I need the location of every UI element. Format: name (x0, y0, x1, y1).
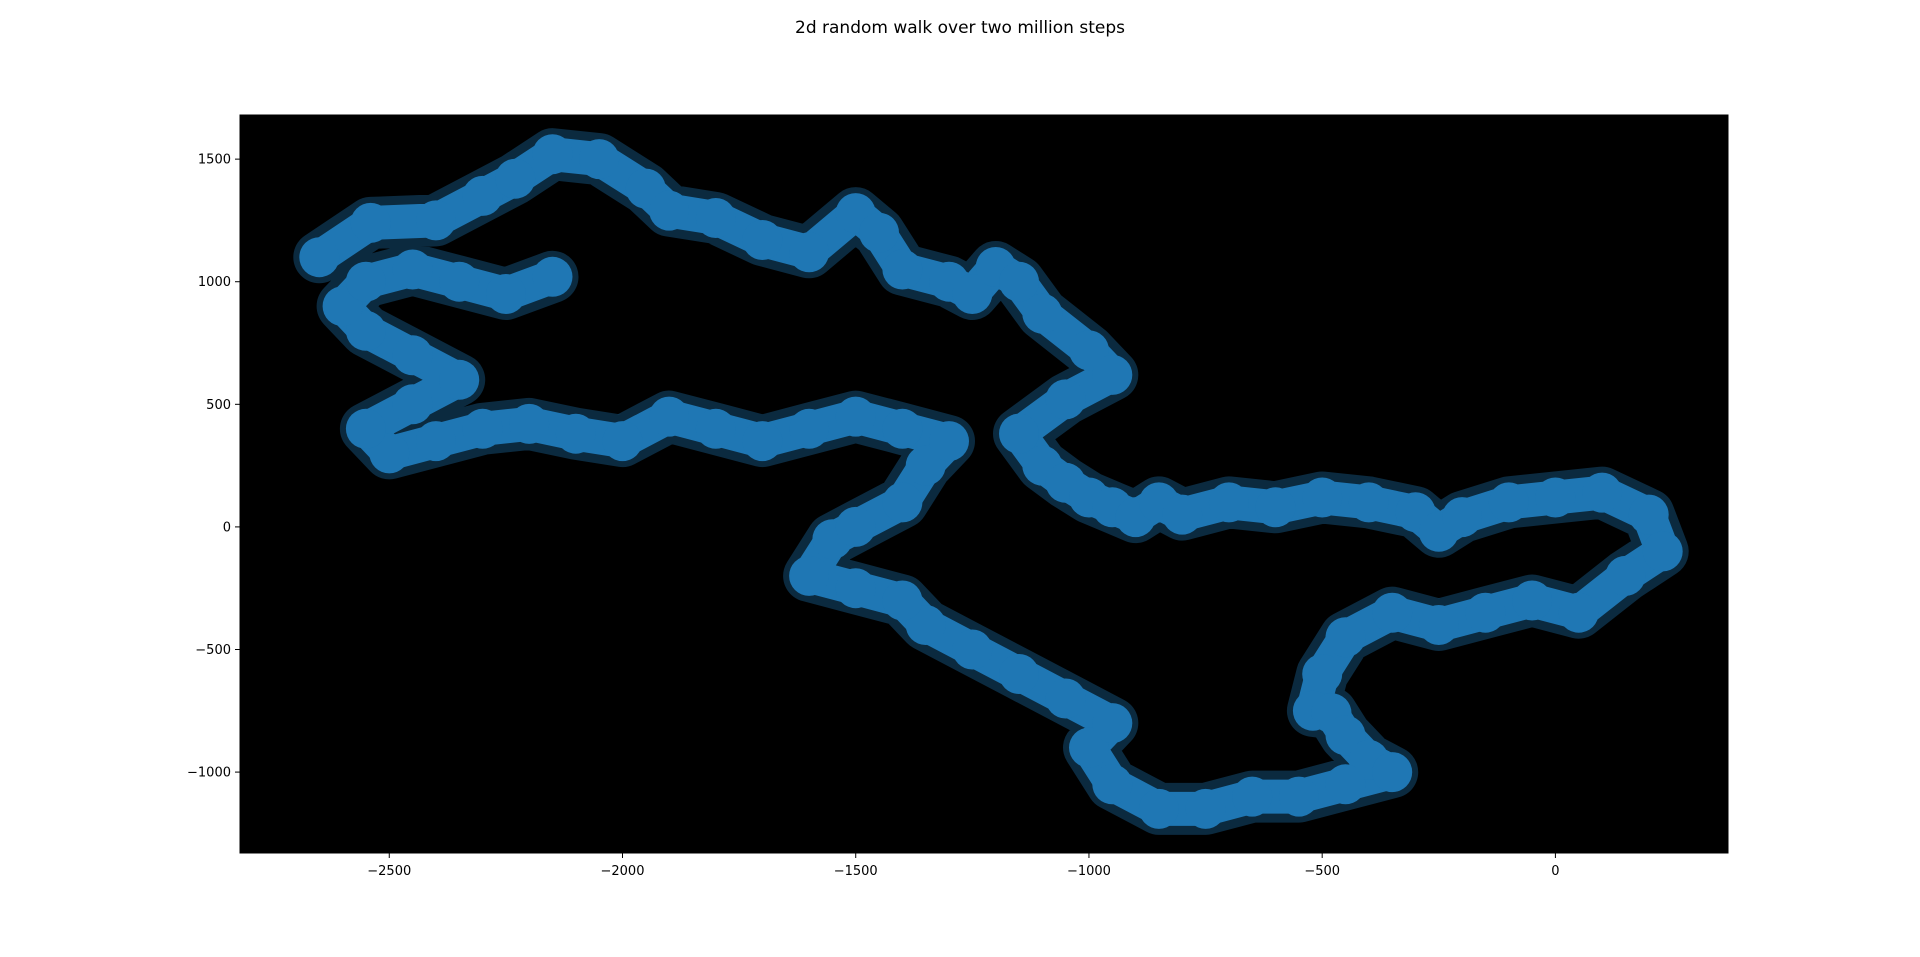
walk-point (1628, 494, 1669, 535)
walk-point (742, 220, 783, 260)
walk-point (1232, 776, 1273, 817)
walk-point (602, 421, 643, 462)
walk-point (1558, 592, 1599, 633)
y-tick-label: 500 (206, 398, 231, 413)
walk-point (1045, 379, 1086, 420)
walk-point (1325, 617, 1366, 658)
walk-point (1045, 678, 1086, 719)
walk-point (835, 396, 876, 437)
walk-point (350, 202, 391, 243)
walk-point (695, 408, 736, 449)
chart-title: 2d random walk over two million steps (795, 18, 1125, 38)
walk-point (789, 408, 830, 449)
walk-point (1372, 752, 1413, 793)
walk-point (1348, 482, 1389, 523)
walk-point (742, 421, 783, 462)
y-axis: −1000 −500 0 500 1000 1500 (187, 153, 240, 781)
walk-point (439, 261, 480, 302)
walk-point (415, 200, 456, 241)
walk-point (345, 261, 386, 302)
walk-point (1302, 654, 1343, 694)
walk-point (649, 396, 690, 437)
walk-point (439, 359, 480, 400)
walk-point (532, 134, 573, 175)
walk-point (835, 568, 876, 609)
walk-point (1325, 764, 1366, 805)
walk-point (999, 654, 1039, 694)
walk-point (532, 256, 573, 297)
y-tick-label: 1000 (198, 275, 231, 290)
walk-point (1442, 497, 1483, 538)
walk-point (649, 190, 690, 231)
walk-point (299, 237, 340, 278)
walk-point (882, 580, 923, 621)
walk-point (999, 413, 1039, 454)
walk-point (1512, 580, 1553, 621)
walk-point (392, 249, 433, 290)
walk-point (1022, 293, 1063, 334)
walk-point (1092, 764, 1133, 805)
walk-point (882, 408, 923, 449)
y-tick-label: −500 (195, 643, 231, 658)
walk-point (1302, 477, 1343, 518)
walk-point (1255, 487, 1296, 528)
x-axis: −2500 −2000 −1500 −1000 −500 0 (367, 853, 1560, 879)
walk-point (695, 198, 736, 238)
x-tick-label: −1000 (1067, 864, 1111, 879)
walk-point (392, 384, 433, 425)
walk-point (1278, 776, 1319, 817)
walk-point (882, 482, 923, 523)
walk-point (1092, 703, 1133, 744)
walk-point (1185, 788, 1226, 829)
walk-point (509, 403, 550, 444)
walk-point (1488, 482, 1529, 523)
walk-point (1162, 494, 1203, 535)
y-tick-label: 1500 (198, 153, 231, 168)
walk-point (555, 413, 596, 454)
walk-point (1208, 482, 1249, 523)
walk-point (882, 249, 923, 290)
walk-point (345, 408, 386, 449)
walk-point (1605, 555, 1646, 596)
walk-point (1372, 592, 1413, 633)
y-tick-label: −1000 (187, 766, 231, 781)
walk-point (495, 158, 536, 199)
x-tick-label: 0 (1551, 864, 1559, 879)
x-tick-label: −1500 (834, 864, 878, 879)
walk-point (1138, 788, 1179, 829)
walk-point (1418, 605, 1459, 645)
walk-point (1092, 354, 1133, 395)
x-tick-label: −2500 (367, 864, 411, 879)
walk-point (392, 335, 433, 376)
plot-frame (239, 114, 1729, 854)
walk-point (1642, 531, 1683, 572)
walk-point (462, 175, 503, 216)
walk-point (929, 421, 969, 462)
walk-point (859, 212, 899, 253)
walk-point (789, 555, 830, 596)
x-tick-label: −500 (1304, 864, 1340, 879)
plot-area (240, 115, 1728, 853)
walk-point (999, 261, 1039, 302)
x-tick-label: −2000 (601, 864, 645, 879)
walk-point (952, 274, 993, 314)
walk-point (415, 421, 456, 462)
walk-point (485, 274, 526, 314)
walk-point (1535, 477, 1576, 518)
walk-point (1465, 592, 1506, 633)
walk-point (462, 408, 503, 449)
walk-point (789, 232, 830, 273)
walk-point (835, 506, 876, 547)
walk-point (952, 629, 993, 670)
walk-point (579, 139, 620, 180)
y-tick-label: 0 (223, 520, 231, 535)
walk-point (1582, 472, 1623, 513)
walk-layer (293, 128, 1689, 835)
